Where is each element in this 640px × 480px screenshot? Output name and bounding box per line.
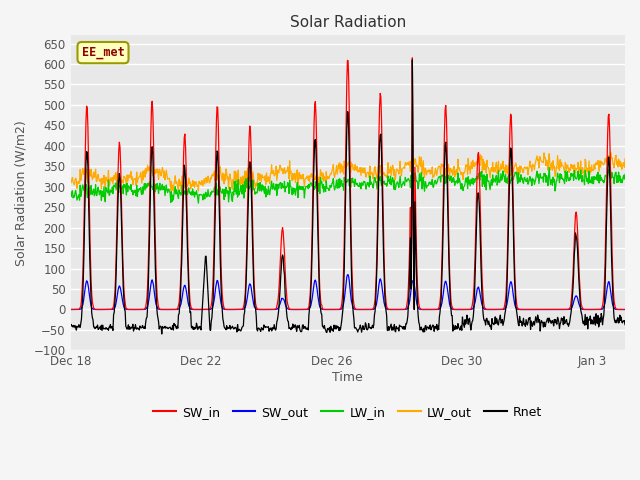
SW_in <box>268 307 276 312</box>
Rnet <box>86 279 94 285</box>
LW_out <box>621 156 629 162</box>
Rnet <box>381 302 389 308</box>
Rnet <box>621 322 629 327</box>
Line: LW_in: LW_in <box>70 168 625 203</box>
Line: Rnet: Rnet <box>70 60 625 334</box>
LW_out <box>515 172 523 178</box>
Rnet <box>269 324 276 330</box>
SW_out <box>197 307 205 312</box>
SW_out <box>515 307 523 312</box>
LW_out <box>381 172 389 178</box>
SW_out <box>381 304 389 310</box>
SW_out <box>298 307 306 312</box>
Rnet <box>198 316 205 322</box>
SW_in <box>516 307 524 312</box>
Y-axis label: Solar Radiation (W/m2): Solar Radiation (W/m2) <box>15 120 28 266</box>
LW_out <box>607 150 614 156</box>
LW_in <box>198 192 205 198</box>
LW_in <box>545 165 553 170</box>
SW_in <box>381 277 388 283</box>
LW_in <box>299 187 307 192</box>
Rnet <box>158 331 166 337</box>
SW_in <box>86 255 94 261</box>
SW_out <box>524 307 531 312</box>
Line: SW_in: SW_in <box>70 58 625 310</box>
LW_in <box>621 171 629 177</box>
Text: EE_met: EE_met <box>82 46 124 59</box>
Rnet <box>516 313 524 319</box>
LW_out <box>198 178 205 183</box>
LW_out <box>299 176 307 181</box>
SW_in <box>197 307 205 312</box>
SW_out <box>621 307 629 312</box>
SW_in <box>298 307 306 312</box>
Rnet <box>299 323 307 328</box>
LW_in <box>86 189 94 194</box>
SW_in <box>621 307 629 312</box>
LW_in <box>67 191 74 197</box>
SW_in <box>67 307 74 312</box>
SW_out <box>268 307 276 312</box>
LW_in <box>195 200 202 206</box>
Rnet <box>408 57 416 63</box>
LW_out <box>269 170 276 176</box>
Line: SW_out: SW_out <box>70 275 625 310</box>
Line: LW_out: LW_out <box>70 153 625 191</box>
Title: Solar Radiation: Solar Radiation <box>290 15 406 30</box>
SW_out <box>344 272 352 277</box>
LW_in <box>269 185 276 191</box>
LW_out <box>86 173 94 179</box>
Rnet <box>67 323 74 328</box>
SW_in <box>408 55 416 60</box>
X-axis label: Time: Time <box>332 371 363 384</box>
LW_out <box>67 180 74 186</box>
Legend: SW_in, SW_out, LW_in, LW_out, Rnet: SW_in, SW_out, LW_in, LW_out, Rnet <box>148 401 547 424</box>
LW_in <box>381 181 389 187</box>
LW_in <box>515 179 523 185</box>
SW_out <box>67 307 74 312</box>
SW_out <box>86 300 94 305</box>
LW_out <box>167 188 175 194</box>
SW_in <box>410 307 418 312</box>
